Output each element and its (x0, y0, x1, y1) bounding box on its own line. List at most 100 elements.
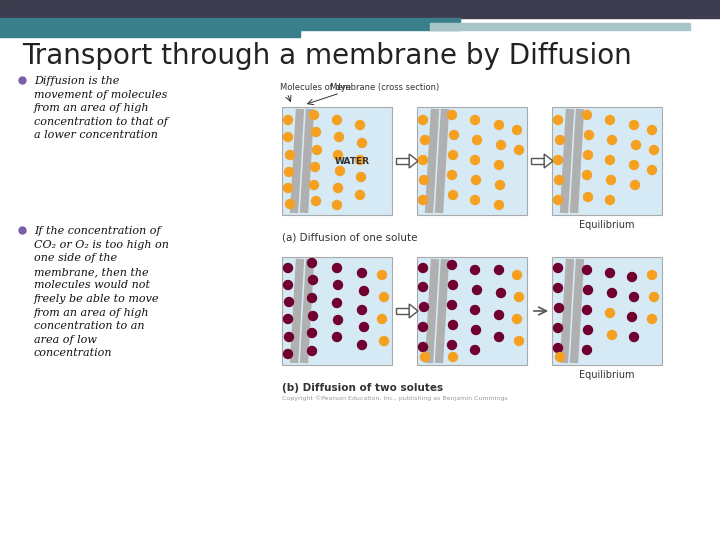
Circle shape (448, 171, 456, 179)
Circle shape (513, 314, 521, 323)
Circle shape (358, 306, 366, 314)
Circle shape (286, 151, 294, 159)
Bar (396, 308, 409, 314)
Bar (552, 107, 662, 215)
Circle shape (358, 138, 366, 147)
Circle shape (470, 306, 480, 314)
Circle shape (470, 156, 480, 165)
Circle shape (379, 336, 389, 346)
Circle shape (495, 310, 503, 320)
Circle shape (420, 136, 430, 145)
Circle shape (310, 180, 318, 190)
Circle shape (515, 336, 523, 346)
Text: Equilibrium: Equilibrium (580, 220, 635, 230)
Circle shape (647, 314, 657, 323)
Circle shape (448, 341, 456, 349)
Circle shape (312, 127, 320, 137)
Circle shape (554, 343, 562, 353)
Circle shape (449, 321, 457, 329)
Circle shape (629, 293, 639, 301)
Circle shape (554, 323, 562, 333)
Circle shape (606, 195, 614, 205)
Circle shape (358, 268, 366, 278)
Circle shape (308, 275, 318, 285)
Circle shape (583, 286, 593, 294)
Circle shape (606, 176, 616, 185)
Bar (430, 23, 690, 30)
Text: Diffusion is the
movement of molecules
from an area of high
concentration to tha: Diffusion is the movement of molecules f… (34, 76, 168, 140)
Text: (a) Diffusion of one solute: (a) Diffusion of one solute (282, 233, 418, 243)
Circle shape (554, 284, 562, 293)
Circle shape (418, 282, 428, 292)
Circle shape (449, 280, 457, 289)
Circle shape (606, 156, 614, 165)
Circle shape (554, 156, 562, 165)
Circle shape (310, 163, 320, 172)
Circle shape (312, 197, 320, 206)
Circle shape (649, 293, 659, 301)
Circle shape (631, 180, 639, 190)
Circle shape (418, 264, 428, 273)
Circle shape (647, 125, 657, 134)
Circle shape (647, 271, 657, 280)
Circle shape (359, 287, 369, 295)
Text: (b) Diffusion of two solutes: (b) Diffusion of two solutes (282, 383, 443, 393)
Circle shape (420, 302, 428, 312)
Circle shape (449, 131, 459, 139)
Circle shape (608, 136, 616, 145)
Circle shape (356, 156, 364, 165)
Circle shape (629, 160, 639, 170)
Circle shape (556, 136, 564, 145)
Circle shape (649, 145, 659, 154)
Circle shape (582, 346, 592, 354)
Circle shape (608, 330, 616, 340)
Circle shape (582, 266, 592, 274)
Circle shape (418, 322, 428, 332)
Circle shape (284, 333, 294, 341)
Bar (396, 158, 409, 164)
Circle shape (554, 176, 564, 185)
Circle shape (515, 145, 523, 154)
Circle shape (379, 293, 389, 301)
Bar (552, 257, 662, 365)
Circle shape (333, 264, 341, 273)
Circle shape (284, 132, 292, 141)
Circle shape (497, 288, 505, 298)
Circle shape (515, 293, 523, 301)
Circle shape (631, 140, 641, 150)
Polygon shape (409, 154, 418, 168)
Circle shape (554, 303, 564, 313)
Circle shape (647, 165, 657, 174)
Circle shape (286, 199, 294, 208)
Circle shape (333, 184, 343, 192)
Polygon shape (544, 154, 553, 168)
Circle shape (585, 131, 593, 139)
Bar (282, 257, 392, 365)
Circle shape (335, 132, 343, 141)
Circle shape (284, 280, 292, 289)
Circle shape (420, 353, 430, 361)
Circle shape (284, 167, 294, 177)
Circle shape (495, 160, 503, 170)
Circle shape (284, 264, 292, 273)
Circle shape (556, 353, 564, 361)
Circle shape (448, 111, 456, 119)
Circle shape (377, 314, 387, 323)
Bar (0, 0, 720, 18)
Circle shape (629, 120, 639, 130)
Circle shape (333, 200, 341, 210)
Circle shape (333, 116, 341, 125)
Circle shape (420, 176, 428, 185)
Circle shape (284, 298, 294, 307)
Circle shape (495, 200, 503, 210)
Circle shape (470, 346, 480, 354)
Circle shape (582, 111, 592, 119)
Circle shape (449, 353, 457, 361)
Circle shape (497, 140, 505, 150)
Circle shape (583, 326, 593, 334)
Text: Copyright ©Pearson Education, Inc., publishing as Benjamin Cummings: Copyright ©Pearson Education, Inc., publ… (282, 395, 508, 401)
Bar (0, 18, 460, 30)
Circle shape (495, 120, 503, 130)
Circle shape (418, 342, 428, 352)
Circle shape (449, 191, 457, 199)
